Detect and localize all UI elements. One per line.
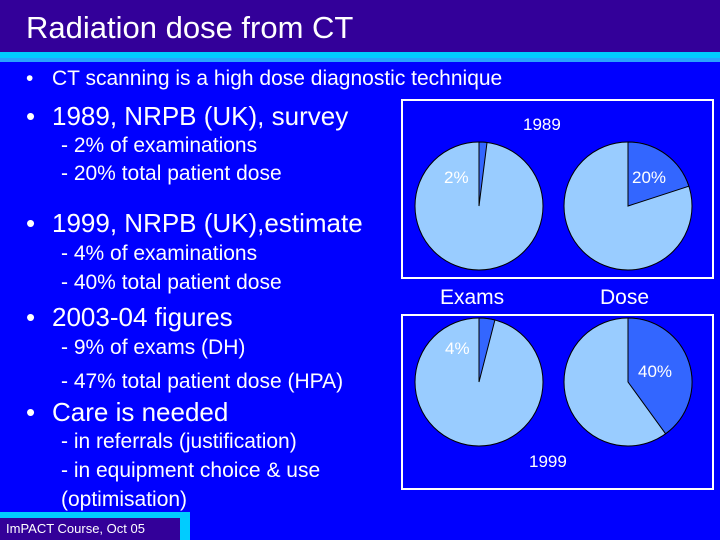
bullet-dot: • (26, 67, 34, 90)
sub-bullet: - 40% total patient dose (61, 271, 282, 294)
pie-label-dose-1999: 40% (638, 362, 673, 381)
sub-bullet: - in equipment choice & use (61, 459, 321, 482)
sub-bullet: - 9% of exams (DH) (61, 336, 246, 359)
pie-highlight-slice (627, 141, 690, 207)
sub-bullet: - 47% total patient dose (HPA) (61, 370, 344, 393)
bullet-care: Care is needed (52, 397, 229, 427)
sub-bullet: - 4% of examinations (61, 242, 258, 265)
bullet-1999: 1999, NRPB (UK),estimate (52, 208, 363, 238)
sub-bullet: - 20% total patient dose (61, 162, 282, 185)
column-dose-label: Dose (600, 286, 650, 309)
accent-stripe-light (0, 58, 720, 62)
bullet-dot: • (26, 101, 36, 131)
sub-bullet: - 2% of examinations (61, 134, 258, 157)
accent-stripe (0, 52, 720, 58)
year-1989-label: 1989 (523, 115, 561, 134)
chart-box-1989 (401, 99, 714, 279)
bullet-dot: • (26, 208, 36, 238)
footer-bar (0, 518, 180, 540)
pie-highlight-slice (478, 141, 488, 207)
sub-bullet: (optimisation) (61, 488, 188, 511)
title-bar (0, 0, 720, 52)
bullet-1989: 1989, NRPB (UK), survey (52, 101, 349, 131)
footer-text: ImPACT Course, Oct 05 (6, 521, 145, 536)
bullet-2003: 2003-04 figures (52, 302, 233, 332)
year-1999-label: 1999 (529, 452, 567, 471)
slide-title: Radiation dose from CT (26, 10, 354, 45)
bullet-ct-scanning: CT scanning is a high dose diagnostic te… (52, 67, 503, 90)
column-exams-label: Exams (440, 286, 505, 309)
pie-label-exams-1989: 2% (444, 168, 469, 187)
bullet-dot: • (26, 397, 36, 427)
pie-label-exams-1999: 4% (445, 339, 470, 358)
pie-highlight-slice (627, 317, 693, 435)
pie-label-dose-1989: 20% (632, 168, 667, 187)
bullet-dot: • (26, 302, 36, 332)
pie-highlight-slice (478, 317, 496, 383)
chart-box-1999 (401, 314, 714, 490)
sub-bullet: - in referrals (justification) (61, 430, 297, 453)
